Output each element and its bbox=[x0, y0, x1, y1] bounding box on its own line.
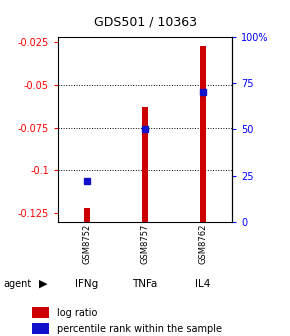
Text: GSM8752: GSM8752 bbox=[82, 223, 92, 264]
Bar bbox=[32, 307, 49, 319]
Bar bbox=[200, 45, 206, 222]
Text: percentile rank within the sample: percentile rank within the sample bbox=[57, 324, 222, 334]
Text: IL4: IL4 bbox=[195, 279, 211, 289]
Text: GDS501 / 10363: GDS501 / 10363 bbox=[93, 15, 197, 29]
Text: agent: agent bbox=[3, 279, 31, 289]
Bar bbox=[84, 208, 90, 222]
Text: TNFa: TNFa bbox=[132, 279, 158, 289]
Text: GSM8762: GSM8762 bbox=[198, 223, 208, 264]
Text: ▶: ▶ bbox=[39, 279, 48, 289]
Text: GSM8757: GSM8757 bbox=[140, 223, 150, 264]
Bar bbox=[142, 107, 148, 222]
Text: IFNg: IFNg bbox=[75, 279, 99, 289]
Text: log ratio: log ratio bbox=[57, 308, 97, 318]
Bar bbox=[32, 323, 49, 334]
